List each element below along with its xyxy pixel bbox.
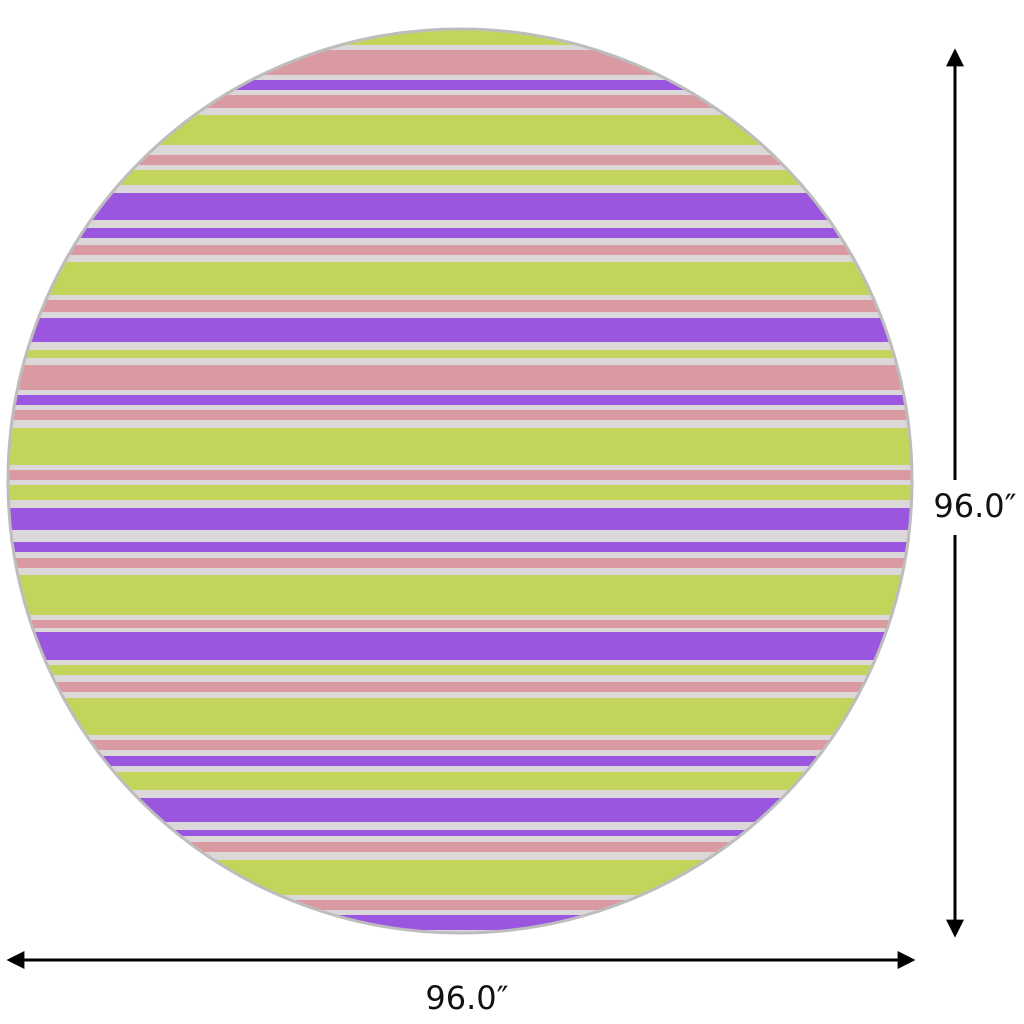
stripe [8, 470, 912, 480]
stripe [8, 740, 912, 750]
height-label: 96.0″ [933, 487, 1016, 525]
stripe [8, 50, 912, 75]
stripe [8, 798, 912, 822]
width-label: 96.0″ [425, 979, 508, 1017]
stripe [8, 860, 912, 895]
stripe [8, 350, 912, 358]
stripe [8, 365, 912, 390]
stripe [8, 228, 912, 238]
stripe [8, 756, 912, 766]
stripe [8, 485, 912, 500]
stripe [8, 318, 912, 342]
stripe [8, 395, 912, 405]
stripe [8, 830, 912, 836]
stripe [8, 155, 912, 165]
stripe [8, 915, 912, 930]
stripe [8, 900, 912, 910]
stripe [8, 115, 912, 145]
stripe [8, 508, 912, 530]
stripe [8, 698, 912, 735]
stripe [8, 842, 912, 852]
stripe [8, 262, 912, 295]
stripe [8, 558, 912, 568]
stripe [8, 245, 912, 255]
stripe [8, 193, 912, 220]
stripe [8, 428, 912, 465]
label-backdrop [925, 480, 1024, 535]
stripe [8, 665, 912, 675]
stripe [8, 300, 912, 312]
stripe [8, 80, 912, 90]
stripe [8, 682, 912, 692]
stripe [8, 542, 912, 552]
stripe [8, 620, 912, 628]
stripe [8, 170, 912, 185]
stripe [8, 632, 912, 660]
stripe [8, 410, 912, 420]
stripe [8, 772, 912, 790]
stripe [8, 95, 912, 108]
stripe [8, 575, 912, 615]
rug-edge [6, 27, 914, 935]
